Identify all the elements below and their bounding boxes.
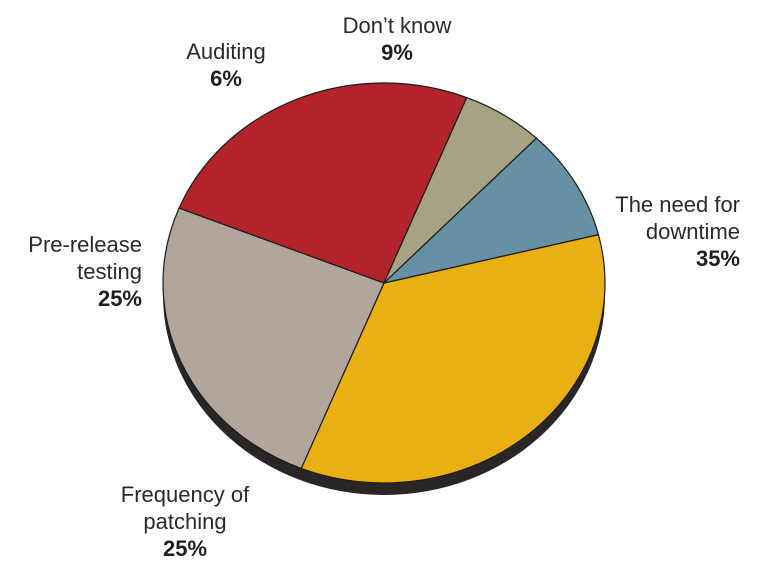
slice-frequency-of-patching — [162, 207, 385, 470]
slice-label-pre-release-testing: Pre-release testing 25% — [28, 231, 142, 312]
slice-label-text: downtime — [645, 219, 740, 244]
slice-label-text: Don’t know — [342, 13, 452, 38]
slice-label-need-for-downtime: The need for downtime 35% — [615, 191, 740, 272]
slice-value-label: 25% — [162, 536, 208, 561]
slice-need-for-downtime — [300, 234, 606, 484]
slice-label-text: The need for — [615, 192, 740, 217]
slice-pre-release-testing — [178, 82, 468, 284]
slice-label-auditing: Auditing 6% — [186, 38, 266, 92]
slice-label-text: Pre-release — [28, 232, 142, 257]
slice-label-dont-know: Don’t know 9% — [343, 12, 452, 66]
slice-label-text: Frequency of — [120, 482, 250, 507]
slice-dont-know — [383, 137, 600, 284]
slice-label-text: testing — [77, 259, 142, 284]
slice-value-label: 25% — [97, 286, 142, 311]
pie-slices — [162, 82, 606, 484]
slice-value-label: 6% — [210, 66, 242, 91]
slice-value-label: 9% — [381, 40, 413, 65]
slice-label-frequency-of-patching: Frequency of patching 25% — [121, 481, 249, 562]
slice-label-text: Auditing — [186, 39, 266, 64]
slice-label-text: patching — [143, 509, 227, 534]
slice-value-label: 35% — [695, 246, 740, 271]
